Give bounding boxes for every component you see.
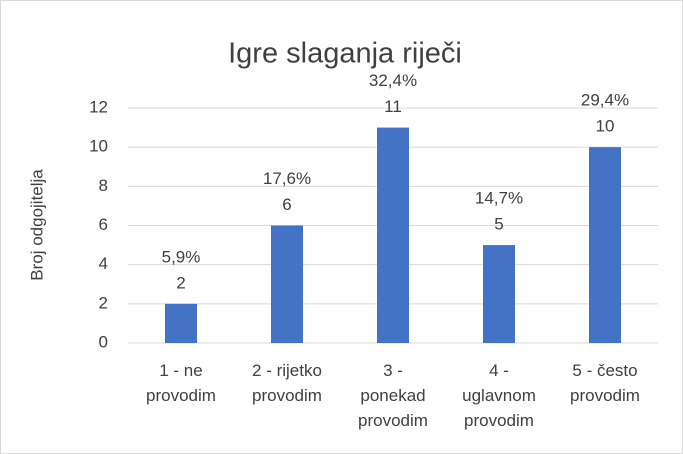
x-tick-label: 2 - rijetko provodim xyxy=(252,361,322,405)
percentage-label: 29,4% xyxy=(581,91,629,110)
bar xyxy=(483,245,515,343)
data-label: 10 xyxy=(596,117,615,136)
chart-title: Igre slaganja riječi xyxy=(228,38,462,70)
percentage-label: 32,4% xyxy=(369,71,417,90)
x-tick-label: 5 - često provodim xyxy=(570,361,640,405)
percentage-label: 5,9% xyxy=(162,247,201,266)
y-tick-label: 10 xyxy=(89,137,108,156)
x-tick-label: 1 - ne provodim xyxy=(146,361,216,405)
bar xyxy=(165,303,197,343)
bar xyxy=(377,127,409,343)
data-label: 6 xyxy=(282,195,291,214)
y-tick-label: 4 xyxy=(99,254,108,273)
y-axis-title: Broj odgojitelja xyxy=(27,169,46,281)
y-tick-label: 2 xyxy=(99,293,108,312)
bar xyxy=(271,225,303,343)
y-tick-label: 0 xyxy=(99,332,108,351)
data-label: 2 xyxy=(176,273,185,292)
y-tick-label: 6 xyxy=(99,215,108,234)
percentage-label: 14,7% xyxy=(475,189,523,208)
x-tick-label: 3 -ponekad provodim xyxy=(358,361,428,430)
data-label: 5 xyxy=(494,215,503,234)
y-tick-label: 12 xyxy=(89,97,108,116)
percentage-label: 17,6% xyxy=(263,169,311,188)
x-tick-label: 4 -uglavnom provodim xyxy=(462,361,536,430)
data-label: 11 xyxy=(384,97,402,116)
bar xyxy=(589,147,621,343)
y-tick-label: 8 xyxy=(99,176,108,195)
